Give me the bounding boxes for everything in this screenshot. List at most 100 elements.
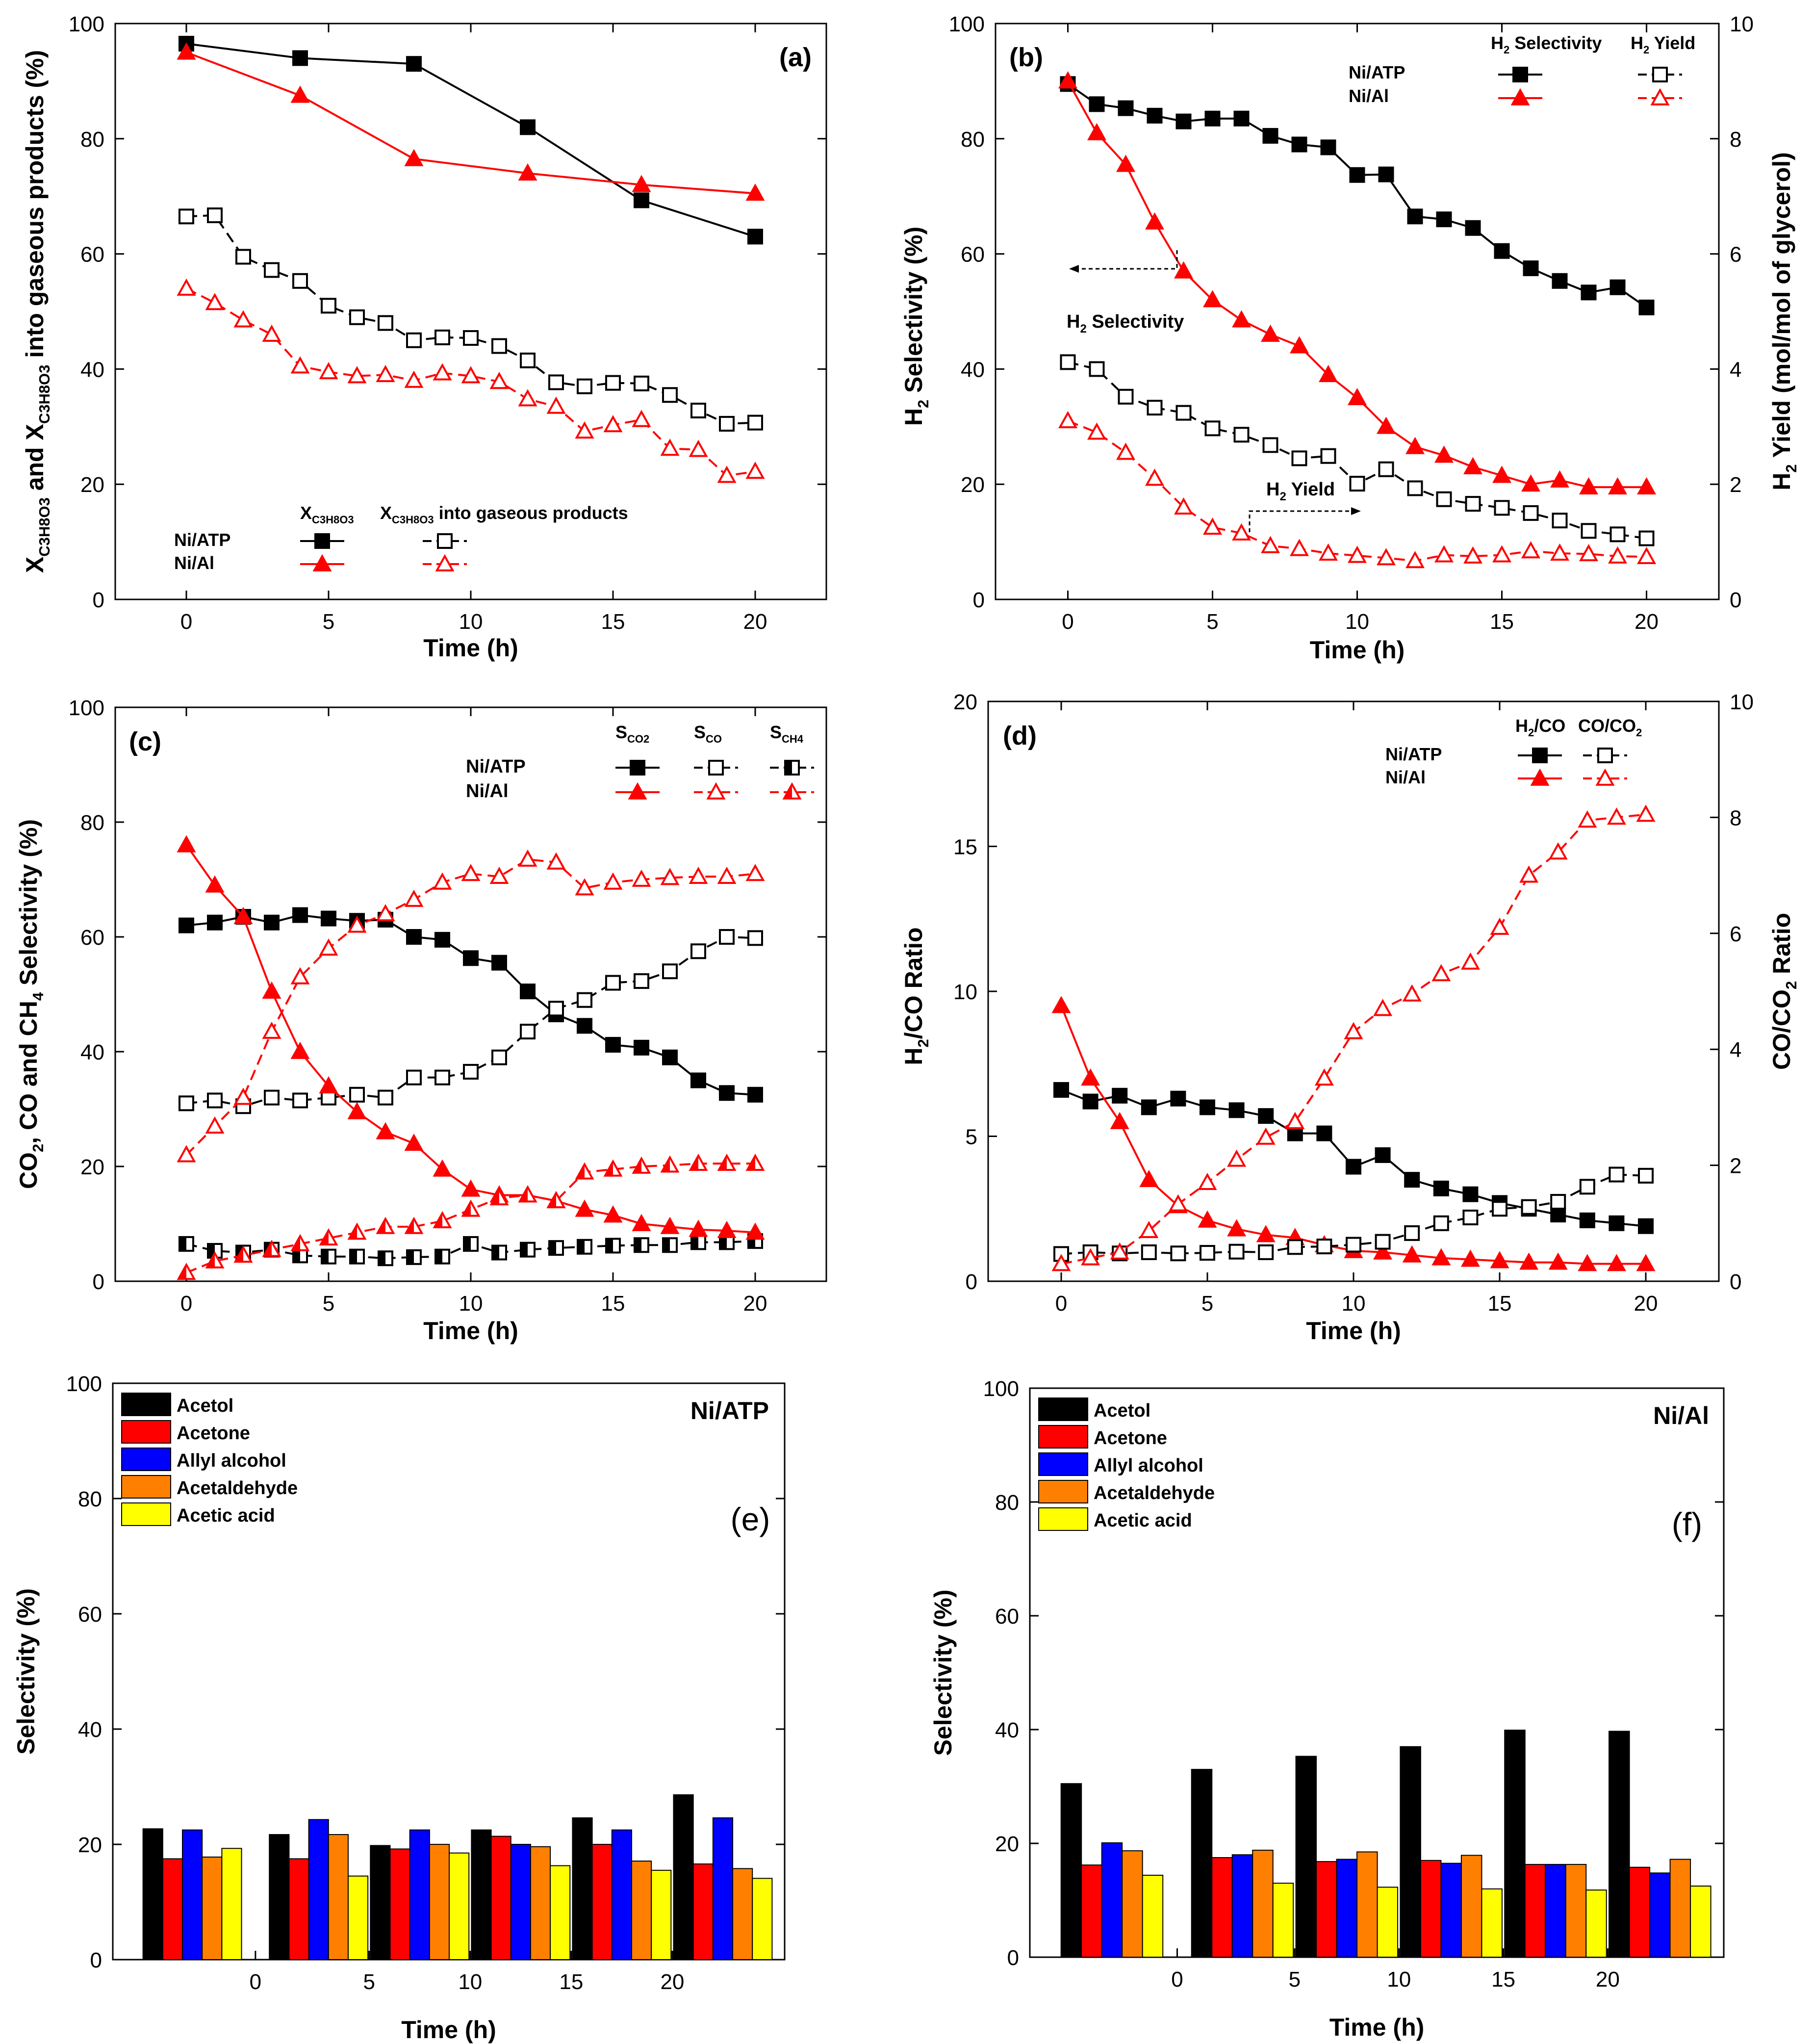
c-series-1-point-18 (690, 943, 706, 959)
f-bar-acetone-5 (1629, 1866, 1651, 1958)
legend-row-label: Ni/Al (1349, 86, 1389, 106)
f-bar-acetaldehyde-1 (1252, 1849, 1274, 1958)
b-series-2-point-20 (1638, 530, 1655, 546)
d-series-3-point-12 (1402, 984, 1422, 1002)
e-bar-acetone-0 (162, 1858, 183, 1960)
y-tick-label: 5 (966, 1125, 977, 1149)
a-series-0-point-3 (520, 119, 536, 135)
legend-header-1: XC3H8O3​ (300, 503, 354, 526)
a-series-1-point-4 (632, 175, 651, 192)
b-series-2-point-19 (1610, 526, 1626, 543)
c-series-5-point-17-fill (662, 1157, 670, 1172)
d-legend-1-marker (1530, 768, 1550, 786)
legend-label: Acetaldehyde (1094, 1483, 1215, 1503)
y-tick-label: 10 (953, 980, 977, 1004)
d-series-3-point-14 (1460, 952, 1480, 970)
d-series-0-point-6 (1228, 1102, 1245, 1118)
a-series-3-point-13 (546, 396, 566, 414)
e-bar-acetic-acid-4 (651, 1869, 672, 1960)
c-series-4-point-12 (518, 849, 537, 867)
e-bar-acetaldehyde-4 (631, 1861, 652, 1960)
label-subscript: 2 (1783, 464, 1800, 472)
c-legend-1-marker (708, 760, 724, 776)
legend-header-2: XC3H8O3​ into gaseous products (380, 503, 628, 526)
c-series-5-point-10-fill (462, 1201, 471, 1216)
label-subscript: 2 (1636, 726, 1642, 739)
a-series-2-point-1 (207, 207, 223, 223)
label-text: X (380, 503, 392, 523)
c-series-1-point-20 (747, 930, 763, 946)
y-tick-label: 20 (995, 1832, 1019, 1856)
d-legend-2-marker (1597, 748, 1613, 763)
f-bar-acetaldehyde-5 (1669, 1859, 1691, 1958)
a-series-1-point-1 (290, 85, 310, 103)
b-series-0-point-1 (1089, 96, 1105, 112)
a-series-3-point-19 (717, 466, 737, 483)
b-series-1-point-14 (1463, 457, 1482, 474)
b-series-1-point-17 (1550, 470, 1569, 488)
y-tick-label: 15 (953, 835, 977, 859)
y-tick-label: 40 (78, 1718, 102, 1742)
y-tick-label: 40 (995, 1718, 1019, 1742)
y-tick-label: 40 (961, 358, 985, 382)
legend-header-0: SCO2​ (615, 722, 649, 745)
panel-a-chart: 0 20 40 60 80 100 0 5 10 15 20 (a) Time (h) XC3H8O3​ … (21, 12, 827, 662)
a-series-3-point-9 (433, 363, 452, 381)
d-series-0-point-14 (1462, 1186, 1479, 1202)
x-tick-label: 20 (1596, 1967, 1620, 1992)
d-series-1-point-14 (1460, 1249, 1480, 1267)
c-series-4-point-13 (546, 852, 566, 870)
panel-label: (e) (731, 1501, 770, 1537)
label-subscript: 2 (1279, 490, 1286, 503)
b-legend-3-marker (1650, 88, 1670, 105)
d-series-1-point-6 (1227, 1219, 1247, 1237)
d-series-3-point-13 (1431, 964, 1451, 982)
c-series-0-point-1 (207, 914, 223, 931)
e-bar-allyl-alcohol-5 (712, 1817, 734, 1960)
b-series-2-point-15 (1494, 500, 1510, 516)
e-bar-acetone-1 (288, 1858, 309, 1960)
c-series-1-point-11 (491, 1049, 507, 1065)
b-series-0-point-16 (1523, 260, 1539, 276)
label-subscript: 2 (915, 400, 932, 408)
label-subscript: C3H8O3 (312, 514, 354, 526)
a-series-3-point-6 (347, 366, 367, 384)
d-series-0-point-0 (1053, 1082, 1069, 1098)
x-tick-label: 5 (1206, 610, 1218, 634)
b-series-2-point-6 (1233, 427, 1250, 443)
b-series-1-point-0 (1058, 71, 1077, 89)
c-series-5-point-15-fill (605, 1161, 613, 1176)
label-text: Selectivity (1087, 311, 1184, 332)
b-series-2-point-10 (1349, 476, 1365, 492)
x-axis-label: Time (h) (1306, 1317, 1401, 1345)
f-bar-acetaldehyde-2 (1356, 1851, 1378, 1958)
c-series-2-point-13-fill (549, 1241, 556, 1255)
x-tick-label: 20 (660, 1970, 684, 1994)
c-series-5-point-2-fill (235, 1247, 243, 1262)
b-series-0-point-9 (1320, 139, 1336, 155)
label-text: CO/CO (1768, 989, 1795, 1070)
c-series-4-point-18 (689, 866, 708, 884)
e-legend-swatch-3 (121, 1475, 171, 1499)
c-series-4-point-17 (660, 868, 680, 885)
c-series-0-point-12 (520, 983, 536, 1000)
x-tick-label: 10 (459, 1292, 483, 1316)
e-legend-swatch-2 (121, 1448, 171, 1471)
a-series-0-point-2 (406, 56, 422, 72)
y2-tick-label: 8 (1730, 128, 1741, 152)
d-series-1-point-2 (1110, 1112, 1129, 1129)
f-bar-allyl-alcohol-5 (1649, 1872, 1671, 1958)
c-series-3-point-1 (205, 875, 225, 893)
panel-e-chart: 0 20 40 60 80 100 0 5 10 15 20 Time (h) Selectivity … (12, 1372, 786, 2044)
b-series-2-point-16 (1523, 505, 1539, 521)
label-text: CO (15, 1152, 42, 1189)
a-series-3-line (186, 287, 756, 477)
c-series-1-point-3 (264, 1089, 280, 1106)
b-series-2-point-4 (1175, 405, 1192, 421)
a-series-2-point-17 (662, 387, 678, 403)
c-series-5-point-3-fill (263, 1242, 272, 1256)
e-bar-acetaldehyde-2 (429, 1844, 450, 1960)
c-series-0-point-9 (434, 931, 450, 948)
a-series-0-point-4 (634, 192, 649, 208)
d-series-3-point-5 (1198, 1172, 1217, 1190)
